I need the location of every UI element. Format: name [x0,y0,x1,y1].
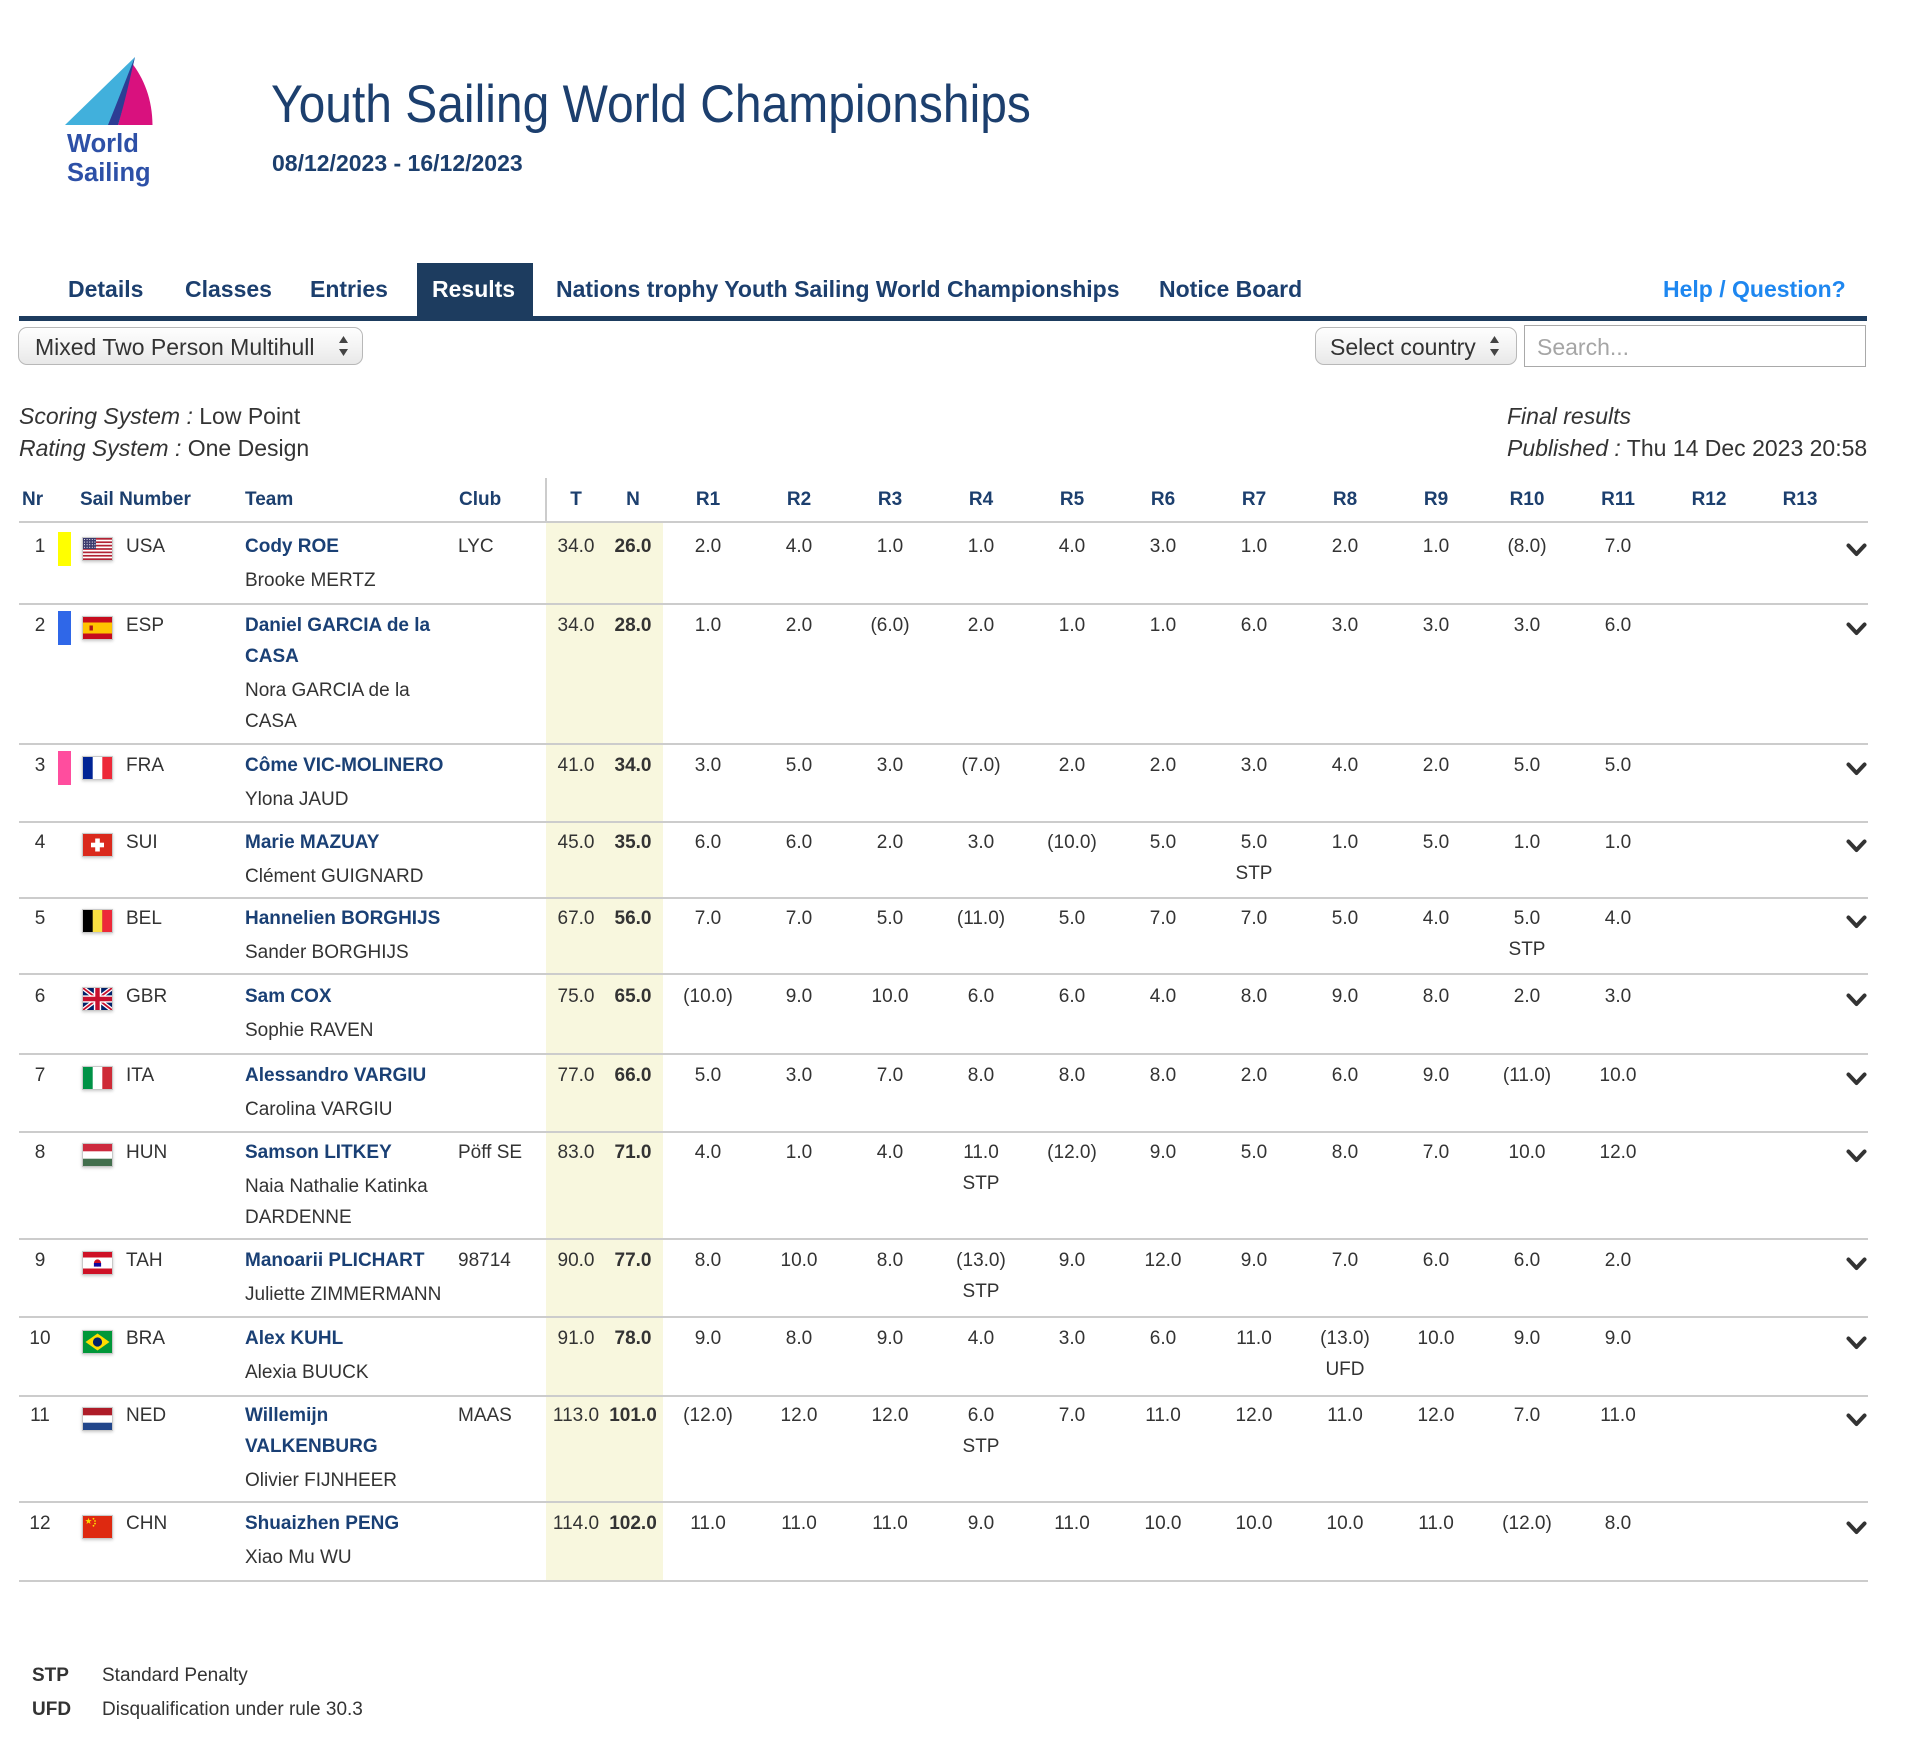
svg-text:Sailing: Sailing [67,159,151,187]
svg-text:World: World [67,130,139,158]
